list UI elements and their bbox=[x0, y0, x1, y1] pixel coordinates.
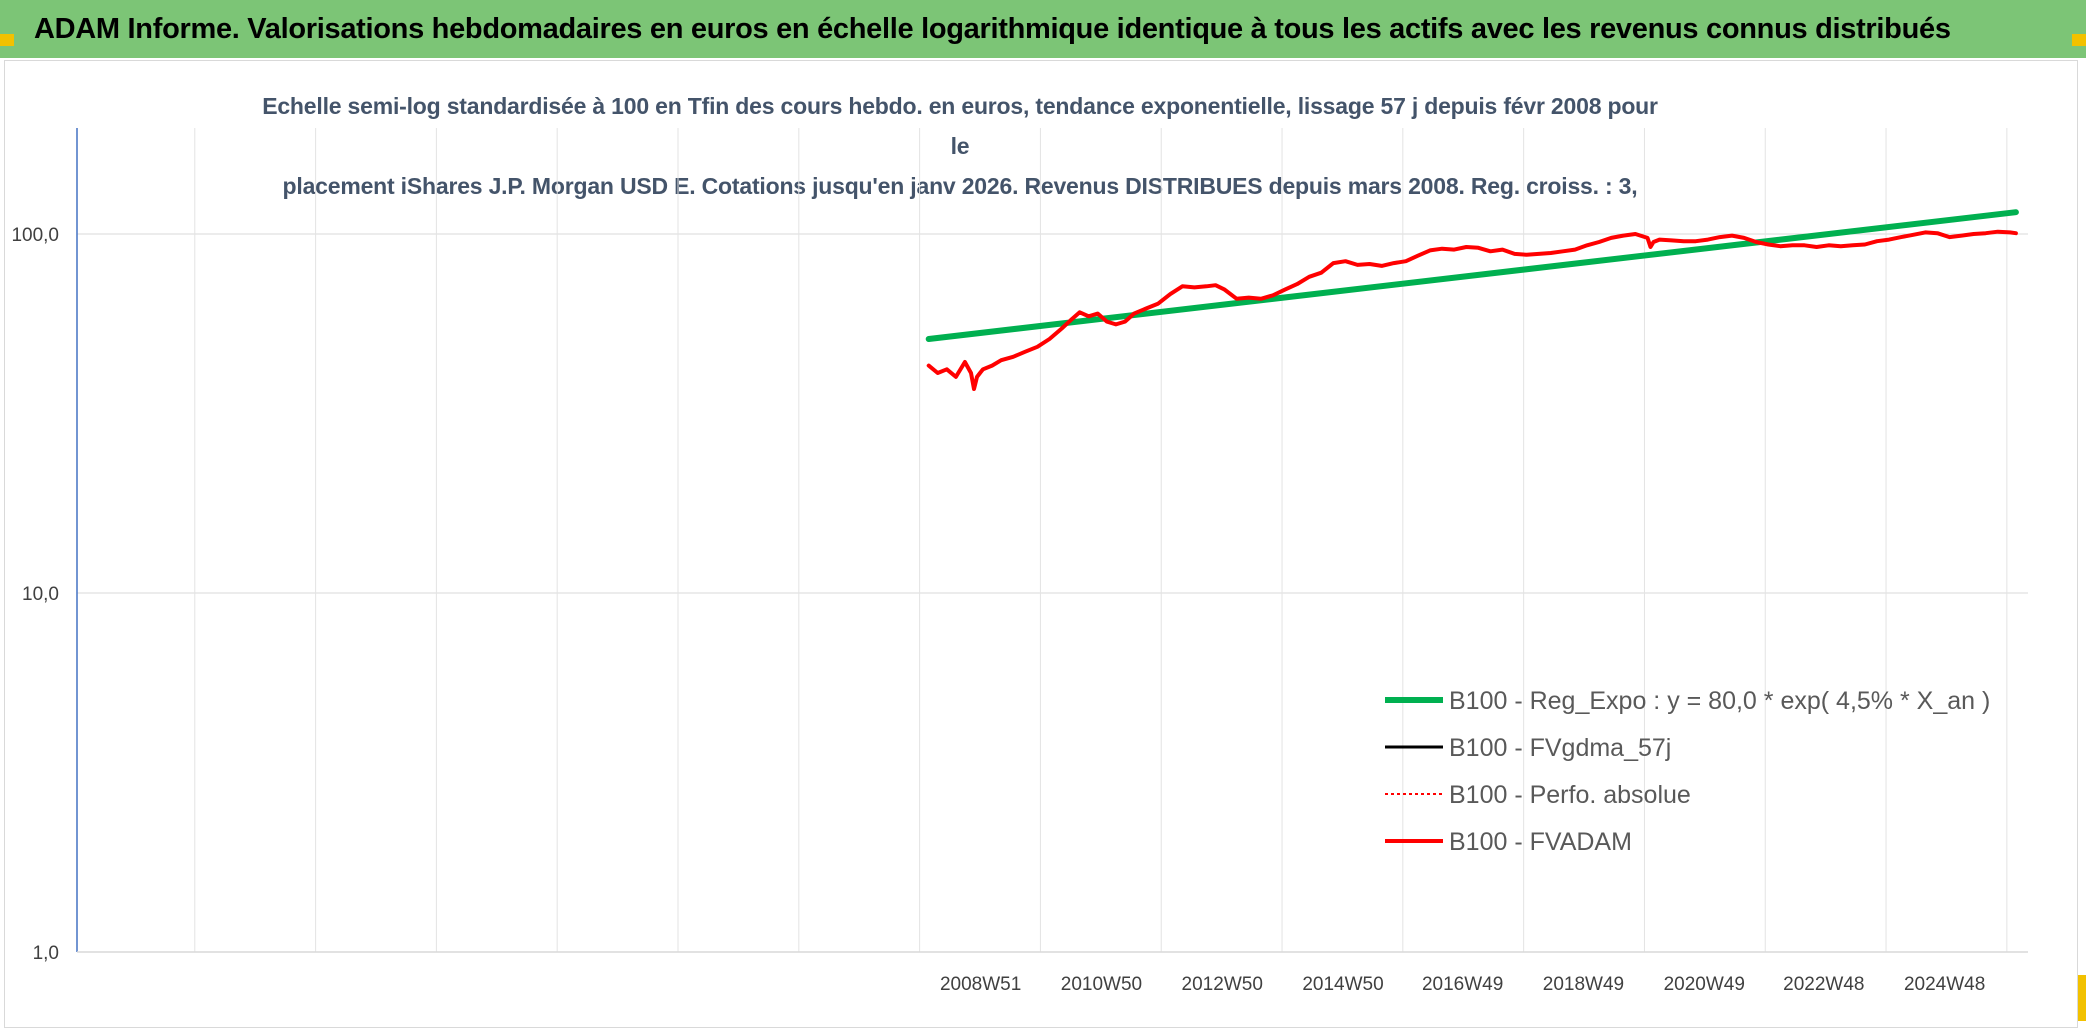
chart-title-line-1: Echelle semi-log standardisée à 100 en T… bbox=[262, 93, 1658, 159]
chart-title-line-2: placement iShares J.P. Morgan USD E. Cot… bbox=[282, 173, 1638, 199]
legend-label-2: B100 - Perfo. absolue bbox=[1449, 781, 1691, 809]
x-tick-label-4: 2016W49 bbox=[1422, 974, 1503, 995]
legend-label-1: B100 - FVgdma_57j bbox=[1449, 734, 1671, 762]
series-lines bbox=[925, 209, 2019, 391]
x-tick-label-3: 2014W50 bbox=[1302, 974, 1383, 995]
x-tick-label-5: 2018W49 bbox=[1543, 974, 1624, 995]
chart-frame bbox=[4, 60, 2078, 1028]
x-tick-label-6: 2020W49 bbox=[1664, 974, 1745, 995]
legend-label-0: B100 - Reg_Expo : y = 80,0 * exp( 4,5% *… bbox=[1449, 687, 1990, 715]
x-tick-label-0: 2008W51 bbox=[940, 974, 1021, 995]
y-tick-label-1: 10,0 bbox=[22, 584, 59, 605]
legend-label-3: B100 - FVADAM bbox=[1449, 828, 1632, 856]
corner-accent-bottom-right bbox=[2078, 975, 2086, 1021]
corner-accent-top-left bbox=[0, 34, 14, 46]
y-tick-label-0: 100,0 bbox=[11, 225, 59, 246]
report-banner: ADAM Informe. Valorisations hebdomadaire… bbox=[0, 0, 2086, 58]
x-tick-label-7: 2022W48 bbox=[1783, 974, 1864, 995]
x-tick-label-2: 2012W50 bbox=[1182, 974, 1263, 995]
report-title: ADAM Informe. Valorisations hebdomadaire… bbox=[34, 13, 1951, 45]
x-tick-label-1: 2010W50 bbox=[1061, 974, 1142, 995]
series-line-0 bbox=[925, 209, 2019, 342]
tick-labels: 100,0 10,0 1,0 2008W51 2010W50 2012W50 2014W50… bbox=[11, 225, 1985, 995]
x-tick-label-8: 2024W48 bbox=[1904, 974, 1985, 995]
chart-title: Echelle semi-log standardisée à 100 en T… bbox=[260, 86, 1660, 206]
gridlines bbox=[77, 128, 2028, 953]
corner-accent-top-right bbox=[2072, 34, 2086, 46]
axes bbox=[76, 128, 2028, 953]
legend: B100 - Reg_Expo : y = 80,0 * exp( 4,5% *… bbox=[1385, 687, 1990, 856]
y-tick-label-2: 1,0 bbox=[33, 943, 59, 964]
series-line-3 bbox=[926, 229, 2018, 391]
